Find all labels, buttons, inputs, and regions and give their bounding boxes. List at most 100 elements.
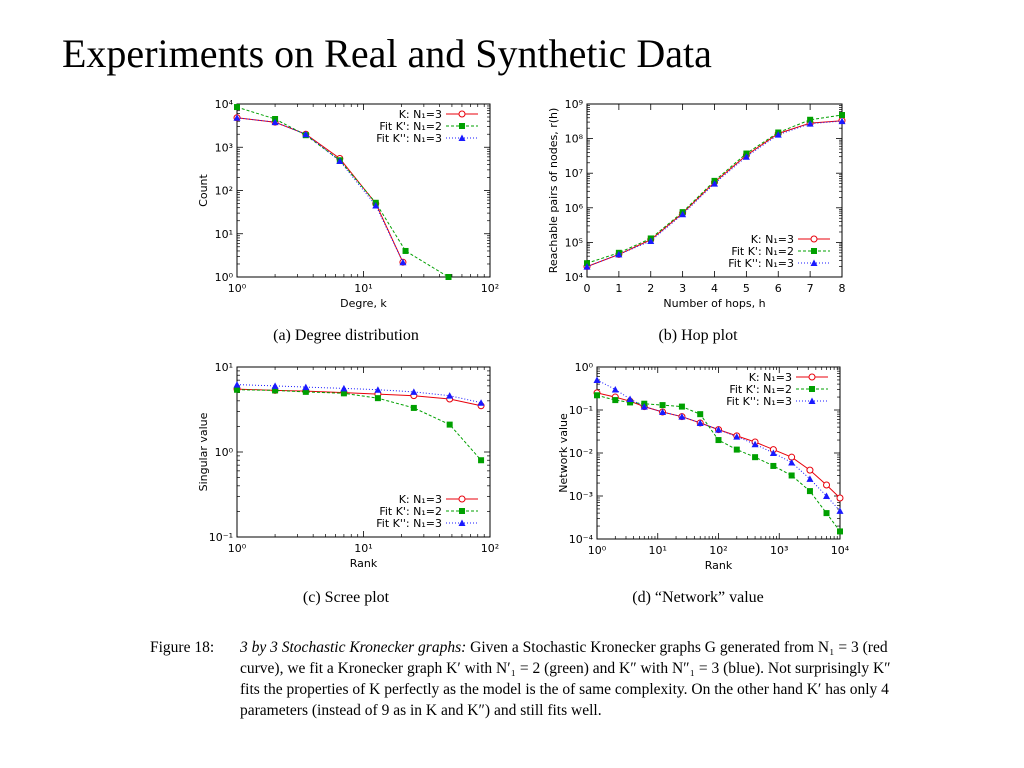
series-fit2 (584, 112, 845, 267)
data-point (302, 383, 310, 391)
x-tick-label: 2 (647, 282, 654, 295)
y-tick-label: 10⁻² (569, 447, 593, 460)
network-value-chart: 10⁰ 10¹ 10² 10³ 10⁴ 10⁻⁴ 10⁻³ 10⁻² 10⁻¹ 10⁰ Rank Ne… (557, 361, 850, 572)
series-k (233, 385, 485, 410)
y-tick-label: 10⁰ (215, 446, 234, 459)
caption-a: (a) Degree distribution (273, 327, 419, 344)
data-point (806, 466, 814, 474)
plot-frame (236, 103, 491, 278)
data-point (770, 462, 777, 469)
data-point (374, 386, 382, 393)
data-point (446, 392, 454, 399)
data-point (836, 507, 844, 514)
data-point (593, 376, 601, 383)
y-tick-label: 10¹ (215, 361, 233, 374)
series-line (586, 114, 843, 264)
x-tick-label: 10² (481, 542, 499, 555)
series-fit3 (583, 117, 846, 270)
data-point (271, 118, 279, 126)
x-axis-label: Rank (705, 559, 733, 572)
slide-title: Experiments on Real and Synthetic Data (62, 31, 712, 76)
data-point (696, 419, 704, 426)
figure-caption: Figure 18: 3 by 3 Stochastic Kronecker g… (150, 638, 895, 722)
data-point (752, 454, 759, 461)
y-tick-label: 10⁴ (565, 271, 584, 284)
data-point (458, 495, 466, 503)
data-point (715, 437, 722, 444)
legend-label: Fit K': N₁=2 (379, 120, 442, 133)
series-fit3 (233, 381, 485, 406)
x-axis-label: Number of hops, h (663, 297, 765, 310)
series-line (586, 120, 843, 268)
x-tick-label: 10⁰ (228, 542, 247, 555)
data-point (806, 475, 814, 482)
data-point (458, 110, 466, 118)
data-point (823, 492, 831, 499)
data-point (271, 382, 279, 389)
series-fit2 (234, 386, 485, 464)
data-point (272, 387, 279, 394)
x-tick-label: 10⁰ (588, 544, 607, 557)
data-point (626, 395, 634, 403)
series-line (586, 120, 843, 268)
x-tick-label: 10² (481, 282, 499, 295)
data-point (234, 386, 240, 393)
x-tick-label: 1 (615, 282, 622, 295)
series-line (236, 388, 482, 407)
data-point (678, 413, 686, 420)
data-point (838, 117, 846, 125)
y-tick-label: 10² (215, 185, 233, 198)
plot-frame (236, 366, 491, 538)
legend-label: Fit K': N₁=2 (379, 505, 442, 518)
data-point (809, 386, 815, 392)
x-tick-label: 10¹ (354, 542, 372, 555)
data-point (459, 508, 465, 514)
data-point (374, 395, 381, 402)
data-point (459, 123, 465, 129)
y-tick-label: 10⁹ (565, 98, 583, 111)
hop-plot-chart: 0 1 2 3 4 5 6 7 8 10⁴ 10⁵ 10⁶ 10⁷ 10⁸ 10⁹ Number of hop… (547, 98, 846, 310)
data-point (410, 404, 417, 411)
data-point (836, 494, 844, 502)
data-point (647, 237, 655, 244)
legend-label: K: N₁=3 (399, 493, 442, 506)
data-point (659, 408, 667, 415)
data-point (640, 403, 648, 410)
series-k (583, 117, 846, 271)
y-tick-label: 10⁶ (565, 202, 584, 215)
series-line (236, 117, 404, 263)
data-point (627, 399, 634, 406)
legend-label: Fit K'': N₁=3 (726, 395, 792, 408)
data-point (837, 528, 843, 535)
figure-body: Given a Stochastic Kronecker graphs G ge… (240, 639, 891, 719)
data-point (807, 116, 814, 123)
figure-emph: 3 by 3 Stochastic Kronecker graphs: (240, 639, 467, 656)
series-line (236, 389, 482, 461)
data-point (446, 421, 453, 428)
data-point (302, 130, 310, 138)
series-k (593, 389, 844, 502)
data-point (711, 180, 718, 187)
legend-label: Fit K': N₁=2 (731, 245, 794, 258)
legend-label: K: N₁=3 (751, 233, 794, 246)
y-axis-label: Reachable pairs of nodes, r(h) (547, 108, 560, 274)
data-point (612, 397, 619, 404)
x-tick-label: 0 (584, 282, 591, 295)
legend-label: Fit K': N₁=2 (729, 383, 792, 396)
x-tick-label: 10⁴ (831, 544, 850, 557)
data-point (583, 263, 591, 270)
x-tick-label: 10¹ (354, 282, 372, 295)
series-fit2 (594, 392, 843, 535)
x-tick-label: 5 (743, 282, 750, 295)
x-tick-label: 6 (775, 282, 782, 295)
data-point (806, 120, 814, 127)
y-tick-label: 10⁵ (565, 236, 583, 249)
data-point (659, 402, 666, 409)
figure-label: Figure 18: (150, 639, 215, 656)
data-point (402, 247, 409, 254)
data-point (823, 481, 831, 489)
